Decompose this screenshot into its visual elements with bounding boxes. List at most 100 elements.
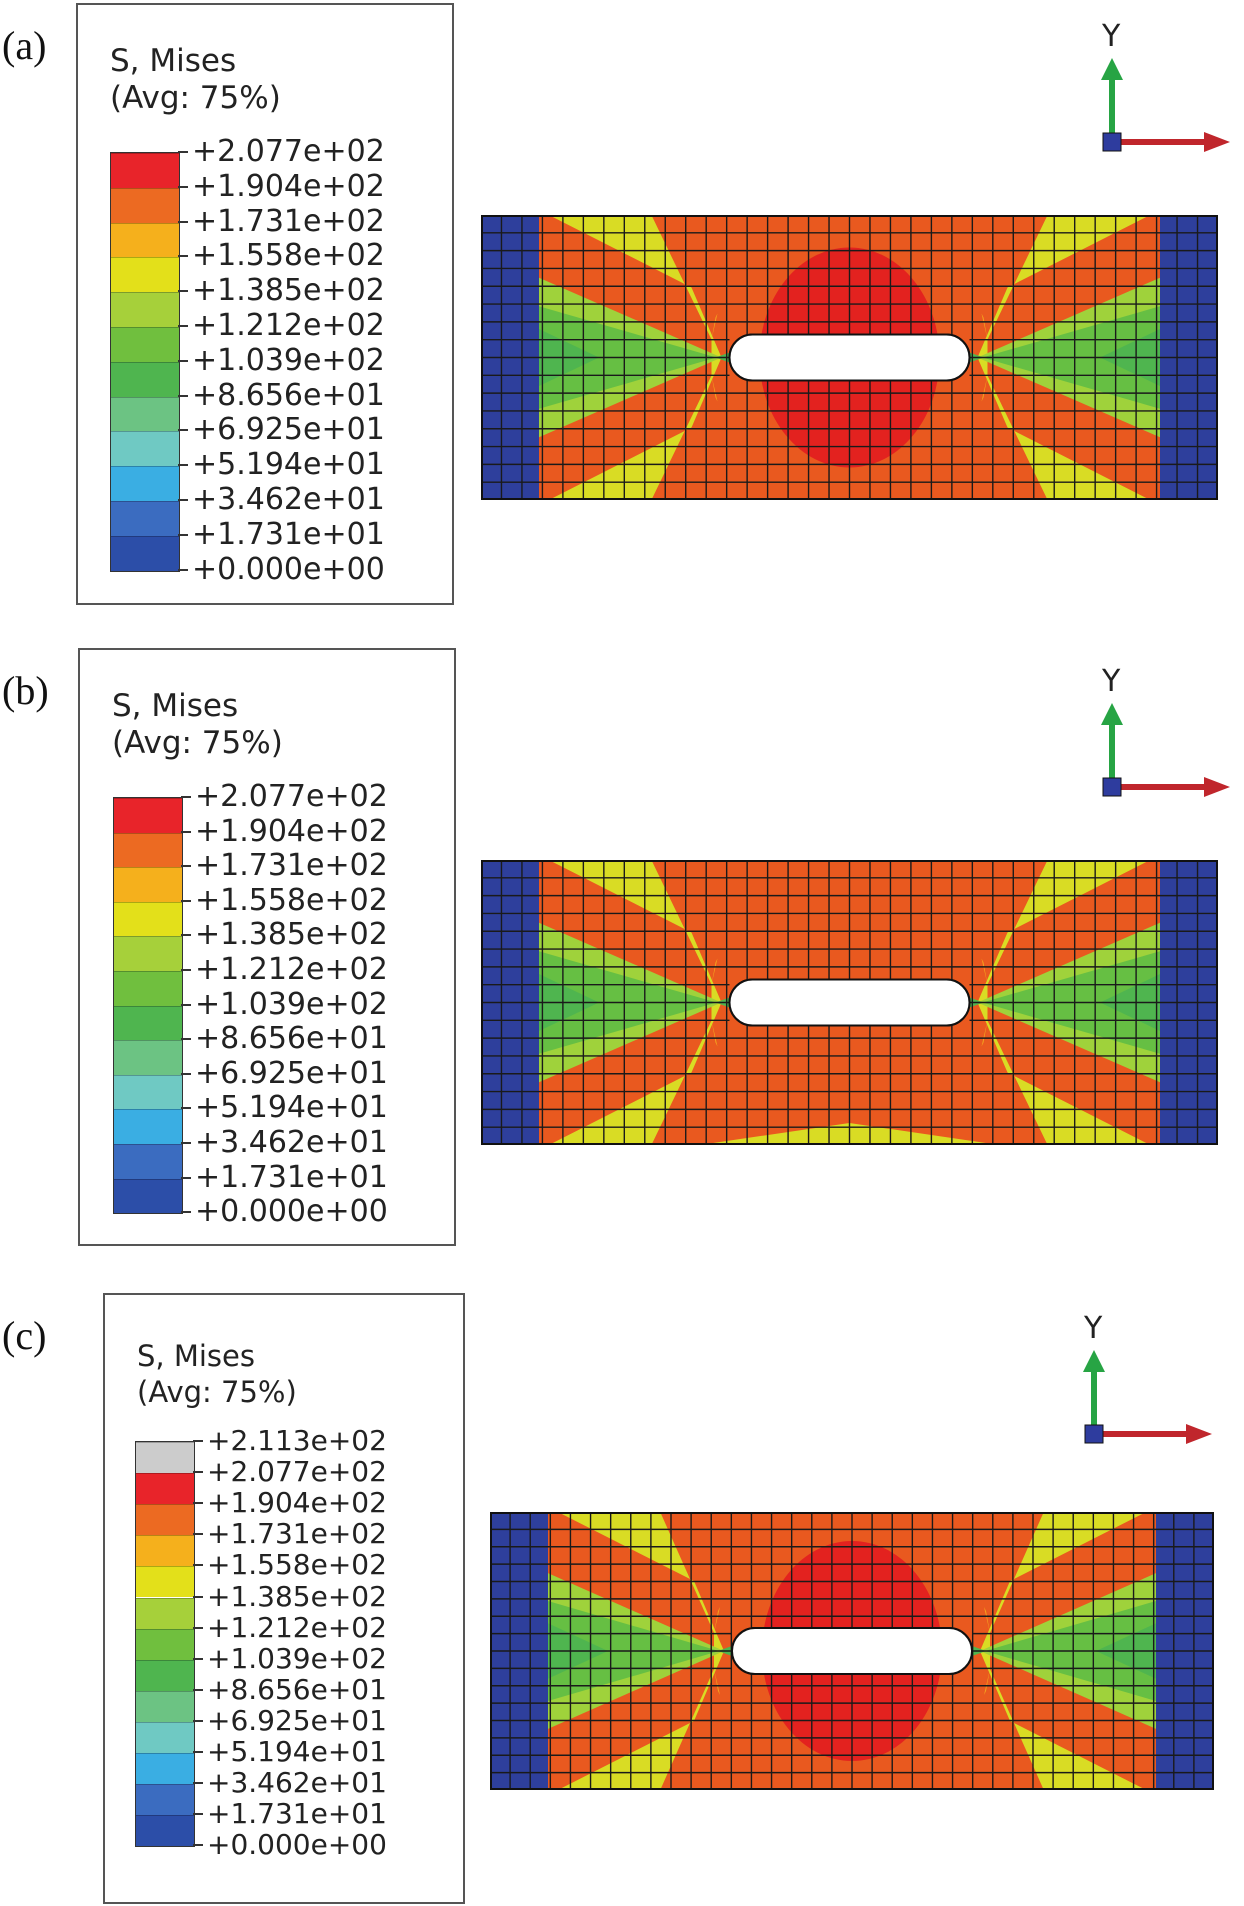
legend-swatch [114, 1178, 182, 1214]
mesh-grid [490, 1512, 1214, 1790]
contour-accent-amber [714, 1607, 720, 1633]
legend-swatch [136, 1815, 194, 1847]
contour-accent-amber [711, 375, 718, 402]
legend-swatch [111, 535, 179, 571]
legend-tick [193, 1626, 203, 1629]
legend-subtitle: (Avg: 75%) [112, 725, 283, 761]
coordinate-triad: YX [1083, 1311, 1212, 1444]
legend-tick [193, 1688, 203, 1691]
mesh-grid [481, 215, 1218, 500]
legend-level-label: +1.385e+02 [192, 273, 385, 309]
panel-label: (c) [2, 1313, 47, 1358]
legend-tick [193, 1844, 203, 1847]
legend-title: S, Mises [110, 43, 237, 79]
legend-swatch [114, 798, 182, 833]
stress-contour-mesh [490, 1512, 1214, 1790]
legend-title: S, Mises [137, 1339, 255, 1373]
legend-level-label: +1.039e+02 [207, 1641, 387, 1675]
panel-c: (c) S, Mises (Avg: 75%) +2.113e+02 +2.077… [0, 1290, 1244, 1906]
legend-tick [178, 568, 188, 571]
coordinate-triad: YX [1101, 664, 1230, 797]
legend-level-label: +1.731e+01 [192, 516, 385, 552]
legend-tick [181, 1176, 191, 1179]
legend-swatch [111, 153, 179, 188]
legend: S, Mises (Avg: 75%) +2.113e+02 +2.077e+02… [103, 1293, 465, 1904]
legend-tick [181, 1142, 191, 1144]
legend-level-label: +2.077e+02 [195, 779, 388, 814]
legend-tick [181, 969, 191, 971]
legend-level-label: +1.731e+01 [195, 1159, 388, 1195]
legend-swatch [111, 187, 179, 223]
legend-swatch [111, 431, 179, 467]
legend-tick [193, 1502, 203, 1505]
legend-level-label: +6.925e+01 [192, 412, 385, 448]
contour-accent-amber [981, 958, 988, 985]
z-axis-marker [1084, 1424, 1104, 1444]
legend: S, Mises (Avg: 75%) +2.077e+02 +1.904e+02… [78, 648, 456, 1246]
stress-contour-mesh [481, 860, 1218, 1145]
stress-contour-mesh [481, 215, 1218, 500]
contour-accent-amber [984, 1669, 990, 1695]
legend-level-label: +1.212e+02 [207, 1610, 387, 1644]
legend-tick [178, 533, 188, 536]
legend-swatch [136, 1784, 194, 1816]
legend-level-label: +5.194e+01 [207, 1735, 387, 1768]
legend-tick [193, 1782, 203, 1785]
panel-b: (b) S, Mises (Avg: 75%) +2.077e+02 +1.904… [0, 645, 1244, 1265]
legend-level-label: +1.212e+02 [192, 308, 385, 343]
legend-level-label: +1.731e+02 [195, 848, 388, 884]
contour-accent-amber [714, 1669, 720, 1695]
legend-tick [193, 1471, 203, 1474]
legend-swatch [136, 1597, 194, 1629]
legend-swatch [114, 1005, 182, 1041]
legend-tick [181, 796, 191, 798]
legend-swatch [114, 1040, 182, 1075]
legend-swatch [136, 1628, 194, 1660]
legend-swatch [114, 832, 182, 868]
legend-level-label: +0.000e+00 [192, 551, 385, 587]
legend-tick [178, 499, 188, 501]
legend-subtitle: (Avg: 75%) [110, 80, 281, 116]
legend-level-label: +1.385e+02 [207, 1579, 387, 1613]
legend-swatch [136, 1721, 194, 1753]
legend-swatch [114, 1074, 182, 1110]
legend-level-label: +3.462e+01 [195, 1125, 388, 1160]
legend-swatch [136, 1659, 194, 1691]
contour-accent-amber [981, 375, 988, 402]
legend-tick [193, 1533, 203, 1536]
legend-color-bar [110, 152, 180, 572]
legend-level-label: +1.731e+02 [207, 1517, 387, 1551]
slot-hole-outline [728, 978, 971, 1027]
legend-swatch [111, 292, 179, 327]
y-arrowhead [1101, 703, 1123, 725]
legend-swatch [111, 361, 179, 397]
contour-accent-amber [981, 313, 988, 340]
legend-level-label: +1.039e+02 [195, 986, 388, 1022]
legend-tick [178, 290, 188, 293]
legend-level-label: +3.462e+01 [207, 1766, 387, 1800]
legend-swatch [114, 1109, 182, 1144]
legend-level-label: +1.558e+02 [195, 882, 388, 918]
legend-level-label: +1.558e+02 [192, 238, 385, 274]
x-arrowhead [1204, 777, 1230, 797]
legend-tick [193, 1719, 203, 1722]
legend-tick [178, 220, 188, 223]
legend-tick [181, 1072, 191, 1075]
legend-swatch [136, 1442, 194, 1474]
legend-swatch [136, 1690, 194, 1722]
legend-level-label: +6.925e+01 [207, 1703, 387, 1737]
legend-tick [178, 185, 188, 188]
legend-level-label: +1.385e+02 [195, 917, 388, 953]
legend-tick [193, 1440, 203, 1442]
legend-level-label: +8.656e+01 [195, 1021, 388, 1057]
y-axis-label: Y [1101, 19, 1121, 54]
legend-tick [178, 464, 188, 467]
legend-tick [178, 151, 188, 153]
x-arrowhead [1204, 132, 1230, 152]
legend-color-bar [113, 797, 183, 1215]
legend-subtitle: (Avg: 75%) [137, 1375, 297, 1409]
legend-level-label: +8.656e+01 [207, 1672, 387, 1706]
legend-tick [181, 1211, 191, 1214]
panel-label: (b) [2, 668, 49, 713]
legend-swatch [111, 396, 179, 432]
